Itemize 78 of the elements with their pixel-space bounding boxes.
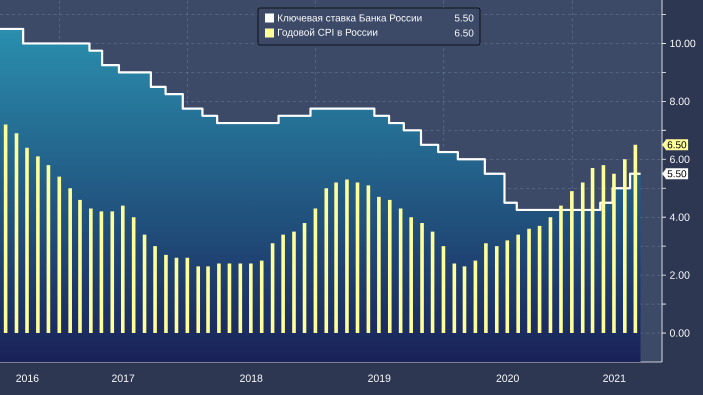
bar [548, 217, 552, 334]
bar [612, 174, 616, 334]
bar [260, 260, 264, 334]
bar [292, 232, 296, 334]
bar [314, 208, 318, 334]
bar [334, 182, 338, 334]
annotation: 6.50 [454, 29, 474, 37]
bar [238, 264, 242, 334]
y-tick-label: 2.00 [670, 271, 690, 279]
bar [196, 266, 200, 334]
x-tick-label: 2021 [603, 374, 626, 382]
bar [120, 206, 125, 334]
y-tick-label: 4.00 [670, 214, 690, 221]
bar [100, 211, 104, 334]
bar [516, 234, 520, 334]
bar [345, 180, 349, 334]
bar [590, 168, 594, 334]
bar [249, 264, 253, 334]
bar [25, 148, 29, 334]
bar [206, 266, 210, 334]
bar [186, 258, 190, 334]
y-tick-label: 8.00 [670, 98, 690, 106]
bar [409, 217, 413, 334]
x-tick-label: 2020 [496, 374, 519, 382]
x-tick-label: 2016 [16, 374, 39, 382]
bar [462, 266, 466, 334]
bar [452, 264, 456, 334]
bar [14, 133, 18, 334]
bar [270, 243, 274, 334]
bar [57, 176, 62, 334]
bar [228, 264, 232, 334]
bar [36, 156, 40, 334]
bar [153, 246, 157, 334]
bar [506, 240, 510, 334]
bar [78, 200, 82, 334]
bar [356, 182, 360, 334]
bar [174, 258, 178, 334]
bar [217, 264, 221, 334]
bar [494, 246, 499, 334]
bar [281, 234, 285, 334]
x-tick-label: 2018 [240, 374, 262, 382]
bar [634, 144, 638, 334]
y-tick-label: 10.00 [670, 40, 696, 48]
bar [164, 254, 168, 334]
bar [442, 246, 446, 334]
legend-label: Годовой CPI в России [278, 28, 378, 38]
legend-label: Ключевая ставка Банка России [278, 14, 422, 22]
bar [602, 165, 606, 334]
bar [89, 208, 93, 334]
bar [623, 159, 627, 334]
bar [580, 182, 585, 334]
bar [132, 217, 136, 334]
bar [559, 206, 563, 334]
bar [527, 228, 531, 334]
bar [570, 191, 574, 334]
bar [388, 200, 392, 334]
bar [68, 188, 72, 334]
y-tick-label: 0.00 [670, 329, 690, 337]
bar [484, 243, 488, 334]
x-tick-label: 2019 [368, 374, 390, 382]
bar [324, 188, 328, 334]
annotation: 5.50 [454, 14, 474, 22]
bar [110, 211, 114, 334]
y-tick-label: 6.00 [670, 156, 690, 163]
bar [366, 185, 370, 334]
bar [538, 226, 542, 334]
bar [142, 234, 146, 334]
bar [377, 196, 381, 334]
bar [474, 260, 478, 334]
bar [430, 232, 434, 334]
bar [398, 208, 402, 334]
bar [4, 124, 8, 334]
bar [420, 222, 424, 334]
bar [302, 222, 306, 334]
text: 5.50 [668, 170, 686, 178]
x-tick-label: 2017 [112, 374, 134, 382]
bar [46, 165, 50, 334]
text: 6.50 [668, 141, 686, 148]
